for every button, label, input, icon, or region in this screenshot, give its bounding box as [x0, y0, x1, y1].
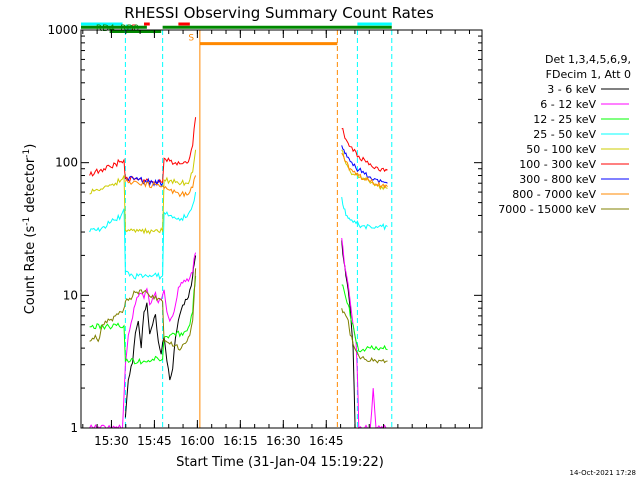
chart-title: RHESSI Observing Summary Count Rates [124, 4, 434, 22]
series-line-4 [89, 149, 388, 235]
flag-label-rd4: RD4 [96, 24, 115, 34]
x-axis: 15:30 15:45 16:00 16:15 16:30 16:45 [82, 30, 470, 448]
x-tick-label: 16:30 [266, 434, 301, 448]
series-line-7 [124, 152, 388, 198]
legend-entry-label: 25 - 50 keV [533, 128, 596, 141]
series-line-0 [124, 240, 356, 429]
series-line-8 [89, 268, 388, 364]
legend-entry-label: 800 - 7000 keV [512, 188, 596, 201]
y-tick-label: 10 [63, 288, 78, 302]
flag-label-s: S [188, 34, 194, 44]
y-axis: 1 10 100 1000 [47, 23, 482, 435]
series-line-2 [89, 275, 388, 365]
y-axis-label: Count Rate (s-1 detector-1) [22, 144, 38, 315]
legend-entry-label: 100 - 300 keV [519, 158, 596, 171]
legend-entry-label: 6 - 12 keV [540, 98, 596, 111]
x-tick-label: 15:45 [137, 434, 172, 448]
legend-entry-label: 50 - 100 keV [526, 143, 596, 156]
legend-entry-label: 12 - 25 keV [533, 113, 596, 126]
series-layer [89, 117, 388, 430]
legend: Det 1,3,4,5,6,9, FDecim 1, Att 0 3 - 6 k… [498, 53, 631, 216]
y-tick-label: 1 [70, 421, 78, 435]
x-tick-label: 16:45 [309, 434, 344, 448]
x-tick-label: 16:15 [223, 434, 258, 448]
flag-label-n: N [125, 24, 132, 34]
flag-label-f: F [131, 24, 136, 34]
footer-stamp: 14-Oct-2021 17:28 [570, 469, 636, 477]
x-axis-label: Start Time (31-Jan-04 15:19:22) [176, 455, 384, 470]
y-tick-label: 1000 [47, 23, 78, 37]
x-tick-label: 15:30 [94, 434, 129, 448]
legend-header-2: FDecim 1, Att 0 [546, 68, 631, 81]
x-tick-label: 16:00 [180, 434, 215, 448]
y-label-part-2: detector [23, 157, 38, 217]
y-label-sup-1: -1 [22, 217, 32, 226]
y-label-part-3: ) [23, 144, 38, 149]
series-line-6 [125, 145, 388, 187]
legend-entry-label: 300 - 800 keV [519, 173, 596, 186]
series-line-3 [89, 192, 388, 281]
legend-entry-label: 3 - 6 keV [547, 83, 596, 96]
plot-frame [80, 29, 483, 429]
flag-label-rd0: RD0 [120, 24, 139, 34]
legend-entry-label: 7000 - 15000 keV [498, 203, 596, 216]
series-line-1 [89, 238, 388, 430]
y-label-sup-2: -1 [22, 149, 32, 158]
legend-header-1: Det 1,3,4,5,6,9, [545, 53, 631, 66]
time-markers [80, 30, 393, 428]
series-line-5 [89, 117, 388, 185]
y-tick-label: 100 [55, 156, 78, 170]
y-label-part-1: Count Rate (s [23, 226, 38, 315]
